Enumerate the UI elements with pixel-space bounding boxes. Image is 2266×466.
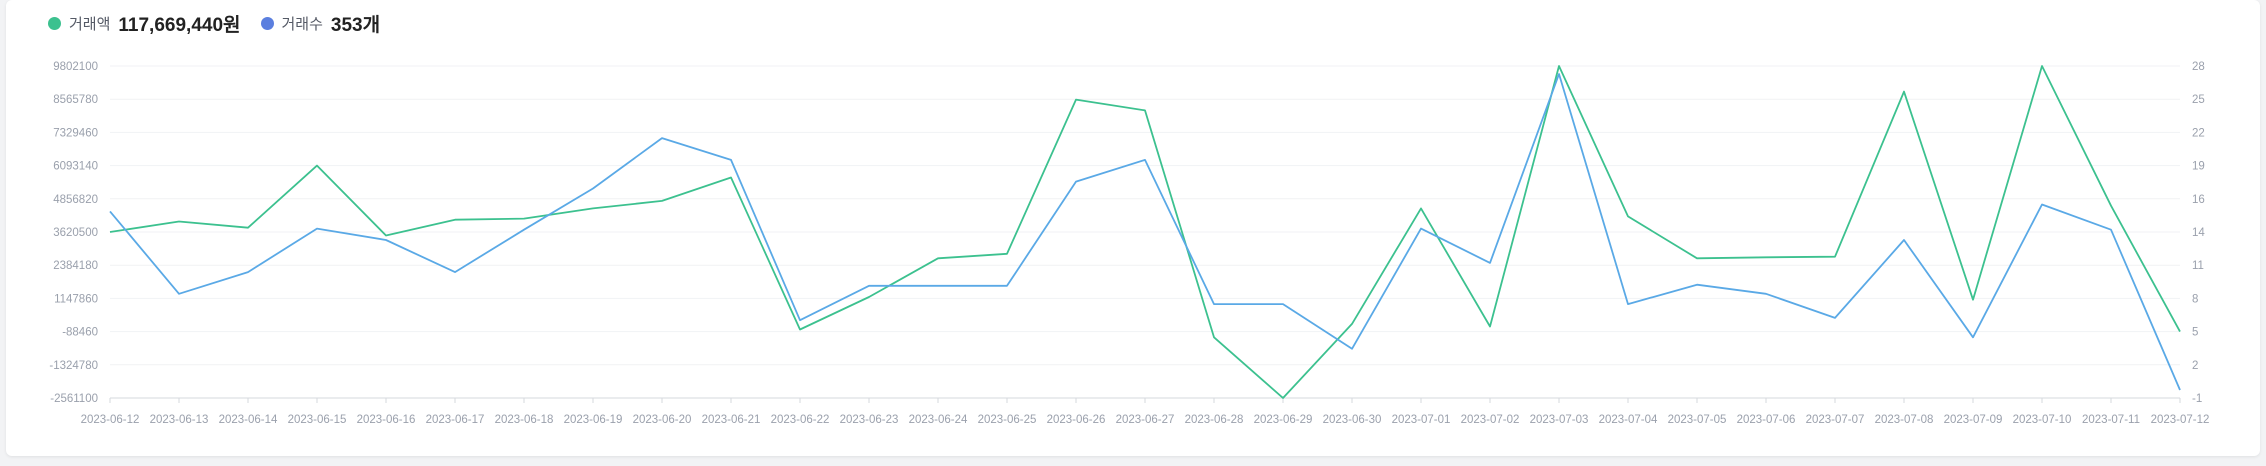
amount-total: 117,669,440원 — [118, 14, 241, 36]
x-tick-label: 2023-06-22 — [771, 414, 830, 426]
amount-series-dot — [48, 16, 61, 30]
x-tick-label: 2023-07-01 — [1392, 414, 1451, 426]
y-left-tick-label: -2561100 — [50, 393, 98, 405]
x-tick-label: 2023-07-06 — [1737, 414, 1796, 426]
y-left-tick-label: 2384180 — [53, 260, 98, 272]
y-left-tick-label: 1147860 — [54, 293, 98, 305]
chart-card: 거래액 117,669,440원 거래수 353개 — [6, 0, 2260, 456]
amount-label: 거래액 — [69, 15, 111, 33]
legend: 거래액 117,669,440원 거래수 353개 — [48, 10, 394, 36]
y-right-tick-label: -1 — [2192, 393, 2202, 405]
legend-item-count[interactable]: 거래수 353개 — [260, 10, 381, 37]
x-tick-label: 2023-06-28 — [1185, 414, 1244, 426]
x-tick-label: 2023-06-23 — [840, 414, 899, 426]
count-series-dot — [260, 16, 274, 30]
x-tick-label: 2023-06-20 — [633, 414, 692, 426]
x-tick-label: 2023-06-21 — [702, 414, 761, 426]
x-tick-label: 2023-06-27 — [1116, 414, 1175, 426]
x-tick-label: 2023-06-18 — [495, 414, 554, 426]
y-left-tick-label: 3620500 — [53, 227, 98, 239]
y-right-tick-label: 19 — [2192, 161, 2205, 173]
y-left-tick-label: -1324780 — [49, 360, 98, 372]
x-tick-label: 2023-06-13 — [150, 414, 209, 426]
x-tick-label: 2023-06-17 — [426, 414, 485, 426]
x-tick-label: 2023-06-19 — [564, 414, 623, 426]
y-left-tick-label: 9802100 — [53, 61, 98, 73]
x-tick-label: 2023-07-02 — [1461, 414, 1520, 426]
y-right-tick-label: 14 — [2192, 227, 2205, 239]
x-tick-label: 2023-06-16 — [357, 414, 416, 426]
x-tick-label: 2023-07-04 — [1599, 414, 1658, 426]
legend-item-amount[interactable]: 거래액 117,669,440원 — [48, 10, 241, 37]
x-tick-label: 2023-07-07 — [1806, 414, 1865, 426]
y-left-tick-label: 4856820 — [53, 194, 98, 206]
x-tick-label: 2023-06-12 — [81, 414, 140, 426]
x-tick-label: 2023-07-09 — [1944, 414, 2003, 426]
count-total: 353개 — [330, 14, 381, 36]
x-tick-label: 2023-06-15 — [288, 414, 347, 426]
y-right-tick-label: 5 — [2192, 327, 2198, 339]
x-tick-label: 2023-06-24 — [909, 414, 968, 426]
y-left-tick-label: -88460 — [62, 327, 98, 339]
count-label: 거래수 — [281, 15, 323, 33]
x-tick-label: 2023-07-03 — [1530, 414, 1589, 426]
count-series-line — [109, 73, 2181, 391]
x-tick-label: 2023-06-30 — [1323, 414, 1382, 426]
x-tick-label: 2023-07-05 — [1668, 414, 1727, 426]
y-right-tick-label: 25 — [2192, 94, 2205, 106]
y-right-tick-label: 2 — [2192, 360, 2198, 372]
x-tick-label: 2023-06-26 — [1047, 414, 1106, 426]
x-tick-label: 2023-07-12 — [2151, 414, 2210, 426]
x-tick-label: 2023-06-29 — [1254, 414, 1313, 426]
y-left-tick-label: 7329460 — [53, 127, 98, 139]
y-left-tick-label: 8565780 — [53, 94, 98, 106]
x-tick-label: 2023-06-14 — [219, 414, 278, 426]
y-right-tick-label: 22 — [2192, 127, 2205, 139]
amount-series-line — [109, 65, 2181, 399]
x-tick-label: 2023-06-25 — [978, 414, 1037, 426]
y-right-tick-label: 11 — [2192, 260, 2204, 272]
x-tick-label: 2023-07-08 — [1875, 414, 1934, 426]
y-right-tick-label: 8 — [2192, 293, 2198, 305]
x-tick-label: 2023-07-10 — [2013, 414, 2072, 426]
y-right-tick-label: 28 — [2192, 61, 2205, 73]
y-right-tick-label: 16 — [2192, 194, 2205, 206]
x-tick-label: 2023-07-11 — [2082, 414, 2140, 426]
y-left-tick-label: 6093140 — [53, 161, 98, 173]
